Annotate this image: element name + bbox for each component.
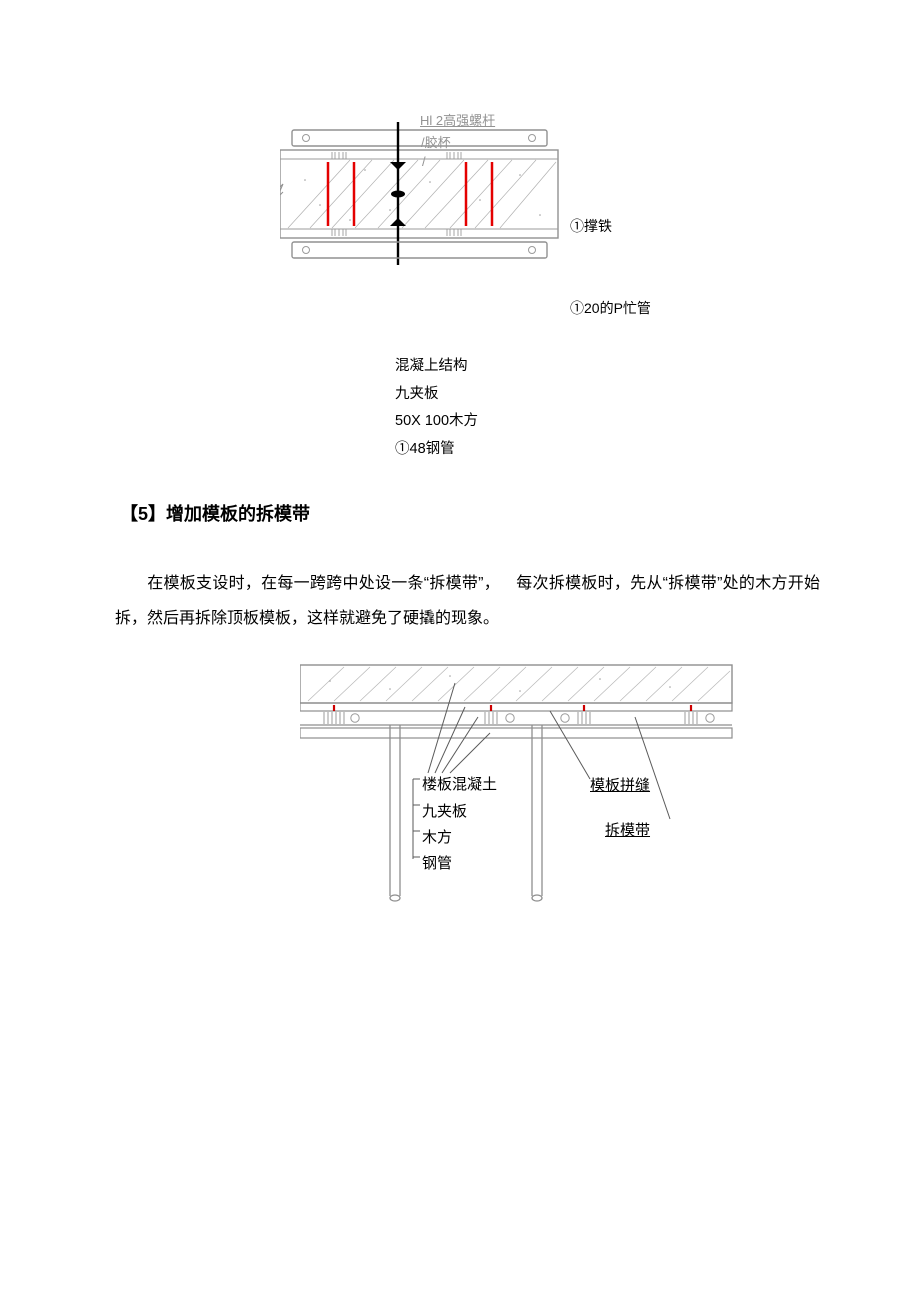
fig2-llabel-0: 楼板混凝土 bbox=[422, 772, 497, 798]
fig1-blabel-3: ①48钢管 bbox=[395, 436, 478, 464]
fig2-right-label-1: 模板拼缝 bbox=[590, 774, 650, 795]
figure-2: 楼板混凝土 九夹板 木方 钢管 模板拼缝 拆模带 bbox=[115, 661, 820, 941]
section-paragraph: 在模板支设时，在每一跨跨中处设一条“拆模带”， 每次拆模板时，先从“拆模带”处的… bbox=[115, 566, 820, 636]
fig1-label-side-2: ①20的P忙管 bbox=[570, 298, 651, 318]
section-heading: 【5】增加模板的拆模带 bbox=[120, 500, 820, 526]
fig2-left-labels: 楼板混凝土 九夹板 木方 钢管 bbox=[422, 772, 497, 877]
fig2-right-label-2: 拆模带 bbox=[605, 819, 650, 840]
paragraph-text: 在模板支设时，在每一跨跨中处设一条“拆模带”， 每次拆模板时，先从“拆模带”处的… bbox=[115, 575, 820, 627]
figure2-svg bbox=[300, 661, 750, 931]
figure1-svg bbox=[280, 110, 570, 275]
fig1-bottom-labels: 混凝上结构 九夹板 50X 100木方 ①48钢管 bbox=[395, 353, 478, 463]
fig1-blabel-0: 混凝上结构 bbox=[395, 353, 478, 381]
fig2-llabel-3: 钢管 bbox=[422, 851, 497, 877]
fig1-label-side-1: ①撑铁 bbox=[570, 216, 612, 236]
fig2-llabel-1: 九夹板 bbox=[422, 799, 497, 825]
fig1-blabel-2: 50X 100木方 bbox=[395, 408, 478, 436]
fig1-blabel-1: 九夹板 bbox=[395, 381, 478, 409]
page-content: Hl 2高强螺杆 /胶杯 / ①撑铁 ①20的P忙管 混凝上结构 九夹板 50X… bbox=[0, 0, 920, 941]
fig2-llabel-2: 木方 bbox=[422, 825, 497, 851]
figure-1: Hl 2高强螺杆 /胶杯 / ①撑铁 ①20的P忙管 混凝上结构 九夹板 50X… bbox=[115, 110, 820, 450]
